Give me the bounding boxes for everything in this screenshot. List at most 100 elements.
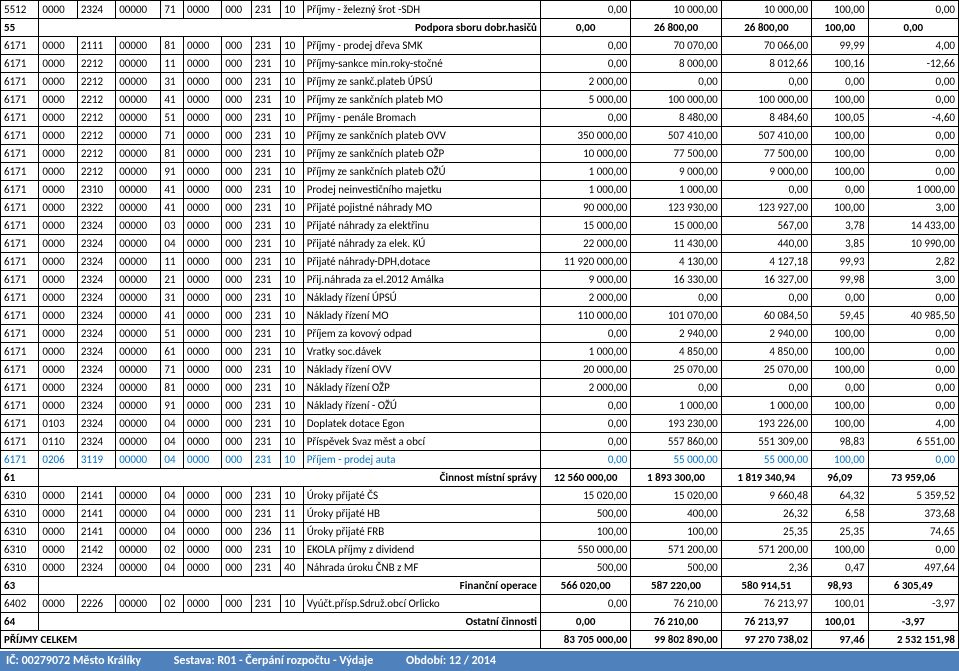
value-cell: 15 020,00 [540,487,630,505]
code-cell: 231 [251,199,280,217]
code-cell: 10 [281,595,304,613]
value-cell: 100,00 [812,199,868,217]
table-row: 6171000023240000031000000023110Náklady ř… [1,289,959,307]
code-cell: 61 [161,343,184,361]
code-cell: 000 [222,199,251,217]
code-cell: 2142 [77,541,115,559]
value-cell: 0,00 [868,145,958,163]
table-row: 6171000023240000071000000023110Náklady ř… [1,361,959,379]
code-cell: 00000 [116,487,161,505]
code-cell: 00000 [116,289,161,307]
code-cell: 91 [161,163,184,181]
value-cell: 2 000,00 [540,289,630,307]
value-cell: 1 000,00 [721,397,811,415]
code-cell: 04 [161,433,184,451]
table-row: 6310000021420000002000000023110EKOLA pří… [1,541,959,559]
value-cell: 123 930,00 [631,199,721,217]
code-cell: 000 [222,55,251,73]
total-value: 99 802 890,00 [631,631,721,649]
code-cell: 00000 [116,199,161,217]
code-cell: 000 [222,505,251,523]
value-cell: 0,47 [812,559,868,577]
value-cell: -3,97 [868,595,958,613]
value-cell: 497,64 [868,559,958,577]
code-cell: 000 [222,451,251,469]
value-cell: 8 484,60 [721,109,811,127]
code-cell: 81 [161,145,184,163]
code-cell: 00000 [116,109,161,127]
code-cell: 231 [251,307,280,325]
code-cell: 000 [222,145,251,163]
total-label: PŘÍJMY CELKEM [1,631,541,649]
value-cell: 100,00 [812,91,868,109]
value-cell: 100,01 [812,595,868,613]
code-cell: 11 [161,253,184,271]
code-cell: 2324 [77,379,115,397]
code-cell: 0000 [39,379,77,397]
code-cell: 2212 [77,91,115,109]
value-cell: 567,00 [721,217,811,235]
desc-cell: Příspěvek Svaz měst a obcí [303,433,540,451]
code-cell: 04 [161,523,184,541]
code-cell: 00000 [116,433,161,451]
value-cell: 0,00 [540,1,630,19]
section-value: 1 893 300,00 [631,469,721,487]
desc-cell: Úroky přijaté FRB [303,523,540,541]
section-value: 0,00 [540,613,630,631]
value-cell: 100,00 [540,523,630,541]
value-cell: 0,00 [812,379,868,397]
value-cell: 100,00 [812,451,868,469]
code-cell: 2324 [77,433,115,451]
code-cell: 10 [281,271,304,289]
value-cell: 100,00 [812,343,868,361]
value-cell: 4,00 [868,37,958,55]
code-cell: 10 [281,145,304,163]
code-cell: 000 [222,433,251,451]
code-cell: 10 [281,163,304,181]
code-cell: 0000 [39,523,77,541]
code-cell: 000 [222,523,251,541]
desc-cell: Úroky přijaté HB [303,505,540,523]
value-cell: 0,00 [721,379,811,397]
value-cell: 3,78 [812,217,868,235]
code-cell: 6310 [1,541,39,559]
table-row: 5512000023240000071000000023110Příjmy - … [1,1,959,19]
code-cell: 000 [222,541,251,559]
value-cell: 571 200,00 [721,541,811,559]
code-cell: 231 [251,235,280,253]
value-cell: 99,99 [812,37,868,55]
value-cell: 70 066,00 [721,37,811,55]
table-row: 6171000023240000041000000023110Náklady ř… [1,307,959,325]
desc-cell: Příjmy ze sankčních plateb MO [303,91,540,109]
value-cell: 0,00 [540,397,630,415]
table-row: 6171000023240000004000000023110Přijaté n… [1,235,959,253]
value-cell: 101 070,00 [631,307,721,325]
code-cell: 2212 [77,127,115,145]
value-cell: -12,66 [868,55,958,73]
code-cell: 0000 [184,217,222,235]
code-cell: 02 [161,595,184,613]
code-cell: 6171 [1,433,39,451]
value-cell: 123 927,00 [721,199,811,217]
code-cell: 10 [281,253,304,271]
value-cell: 100,00 [812,361,868,379]
value-cell: 26,32 [721,505,811,523]
desc-cell: Náklady řízení ÚPSÚ [303,289,540,307]
total-row: PŘÍJMY CELKEM83 705 000,0099 802 890,009… [1,631,959,649]
code-cell: 231 [251,55,280,73]
code-cell: 0000 [39,559,77,577]
code-cell: 231 [251,505,280,523]
value-cell: 100,00 [812,325,868,343]
value-cell: 0,00 [868,451,958,469]
code-cell: 10 [281,541,304,559]
value-cell: 4 130,00 [631,253,721,271]
value-cell: 25,35 [721,523,811,541]
value-cell: 0,00 [868,397,958,415]
value-cell: 100,00 [812,127,868,145]
value-cell: 2,36 [721,559,811,577]
value-cell: 0,00 [868,163,958,181]
value-cell: 0,00 [812,289,868,307]
value-cell: 0,00 [868,325,958,343]
section-value: 100,01 [812,613,868,631]
code-cell: 00000 [116,307,161,325]
